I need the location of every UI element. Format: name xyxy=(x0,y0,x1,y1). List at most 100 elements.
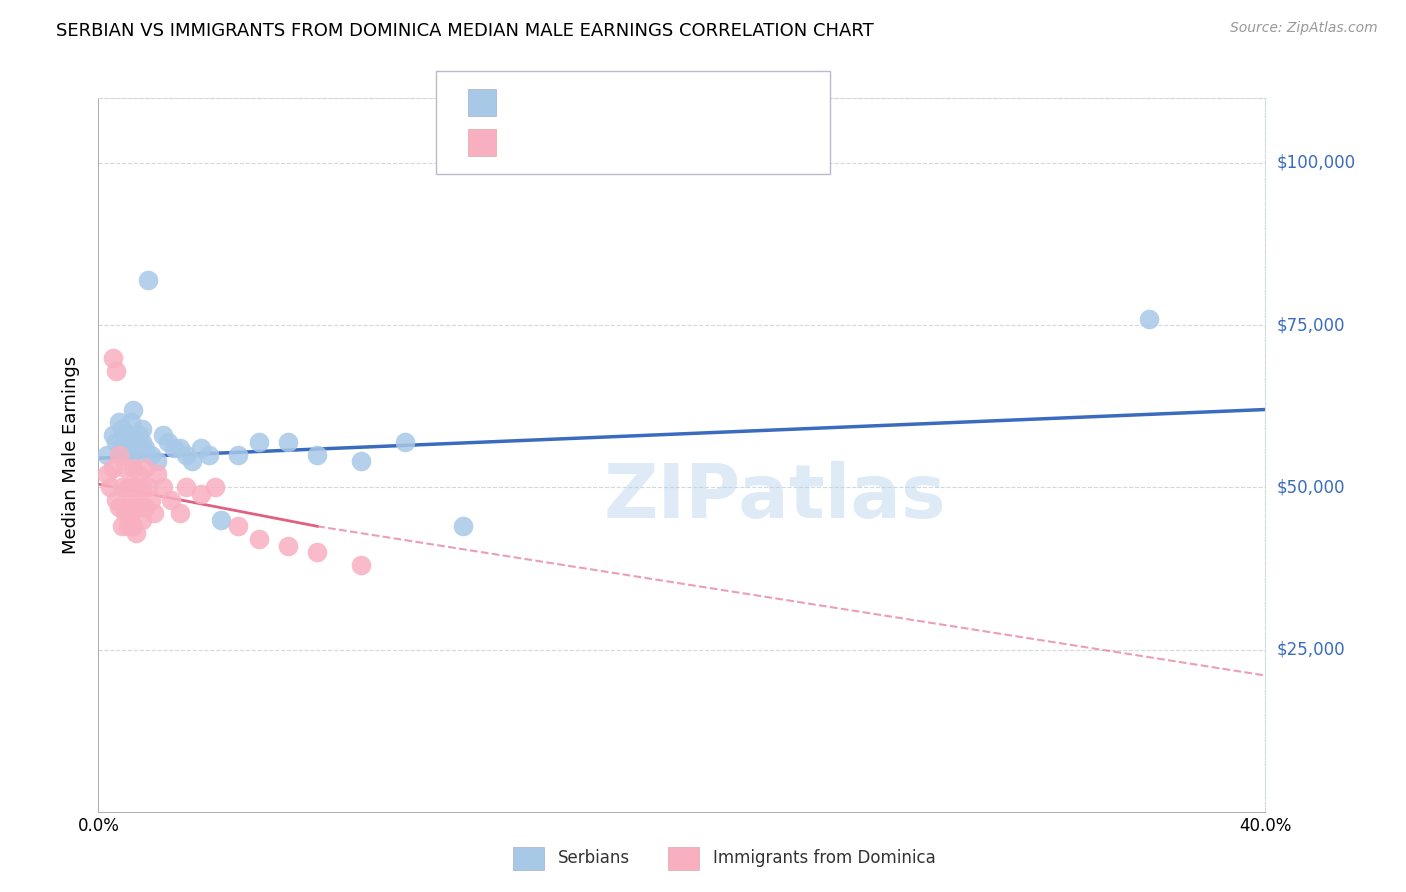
Text: Immigrants from Dominica: Immigrants from Dominica xyxy=(713,849,935,867)
Text: 44: 44 xyxy=(665,135,690,153)
Point xyxy=(139,493,162,508)
Point xyxy=(190,442,212,456)
Point xyxy=(104,363,127,377)
Point xyxy=(136,480,159,494)
Point xyxy=(117,519,139,533)
Point xyxy=(111,422,134,436)
Point xyxy=(120,480,142,494)
Text: SERBIAN VS IMMIGRANTS FROM DOMINICA MEDIAN MALE EARNINGS CORRELATION CHART: SERBIAN VS IMMIGRANTS FROM DOMINICA MEDI… xyxy=(56,22,875,40)
Point xyxy=(204,480,226,494)
Text: 0.080: 0.080 xyxy=(553,95,610,112)
Point xyxy=(136,273,159,287)
Point xyxy=(111,442,134,456)
Text: $100,000: $100,000 xyxy=(1277,154,1355,172)
Point xyxy=(120,448,142,462)
Point xyxy=(180,454,202,468)
Point xyxy=(104,493,127,508)
Point xyxy=(101,351,124,365)
Point xyxy=(131,480,153,494)
Point xyxy=(111,480,134,494)
Point xyxy=(114,506,136,520)
Point xyxy=(350,558,373,573)
Point xyxy=(174,480,197,494)
Text: Serbians: Serbians xyxy=(558,849,630,867)
Point xyxy=(125,434,148,449)
Point xyxy=(122,519,145,533)
Text: N =: N = xyxy=(623,95,662,112)
Point xyxy=(228,448,250,462)
Point xyxy=(122,493,145,508)
Point xyxy=(1137,311,1160,326)
Text: 39: 39 xyxy=(665,95,690,112)
Point xyxy=(451,519,474,533)
Point xyxy=(128,467,150,482)
Point xyxy=(134,461,156,475)
Point xyxy=(117,480,139,494)
Point xyxy=(122,402,145,417)
Text: ZIPatlas: ZIPatlas xyxy=(605,461,946,534)
Point xyxy=(125,448,148,462)
Point xyxy=(394,434,416,449)
Point xyxy=(117,448,139,462)
Text: Source: ZipAtlas.com: Source: ZipAtlas.com xyxy=(1230,21,1378,35)
Text: N =: N = xyxy=(623,135,662,153)
Text: -0.083: -0.083 xyxy=(553,135,617,153)
Point xyxy=(209,513,232,527)
Point xyxy=(307,448,329,462)
Point xyxy=(108,448,131,462)
Point xyxy=(277,539,299,553)
Point xyxy=(128,500,150,514)
Point xyxy=(104,434,127,449)
Point xyxy=(125,500,148,514)
Point xyxy=(117,500,139,514)
Text: R =: R = xyxy=(510,135,550,153)
Point xyxy=(114,448,136,462)
Point xyxy=(108,500,131,514)
Point xyxy=(125,525,148,540)
Point xyxy=(247,434,270,449)
Point xyxy=(101,428,124,442)
Point xyxy=(108,416,131,430)
Point xyxy=(169,442,191,456)
Point xyxy=(96,467,118,482)
Point xyxy=(114,434,136,449)
Point xyxy=(142,506,165,520)
Text: $50,000: $50,000 xyxy=(1277,478,1346,496)
Point xyxy=(120,416,142,430)
Point xyxy=(198,448,221,462)
Point xyxy=(98,480,121,494)
Point xyxy=(350,454,373,468)
Point xyxy=(228,519,250,533)
Point xyxy=(139,448,162,462)
Text: $75,000: $75,000 xyxy=(1277,316,1346,334)
Point xyxy=(169,506,191,520)
Point xyxy=(146,454,169,468)
Point xyxy=(134,500,156,514)
Point xyxy=(152,480,174,494)
Point xyxy=(152,428,174,442)
Point xyxy=(163,442,186,456)
Point xyxy=(307,545,329,559)
Point xyxy=(120,506,142,520)
Point xyxy=(277,434,299,449)
Point xyxy=(101,461,124,475)
Point xyxy=(190,487,212,501)
Text: $25,000: $25,000 xyxy=(1277,640,1346,658)
Point xyxy=(247,533,270,547)
Point xyxy=(96,448,118,462)
Point xyxy=(131,422,153,436)
Point xyxy=(117,428,139,442)
Point xyxy=(157,434,180,449)
Point xyxy=(114,461,136,475)
Point xyxy=(128,428,150,442)
Point xyxy=(131,513,153,527)
Point xyxy=(134,442,156,456)
Point xyxy=(122,461,145,475)
Point xyxy=(146,467,169,482)
Point xyxy=(174,448,197,462)
Point xyxy=(125,480,148,494)
Point xyxy=(131,434,153,449)
Text: R =: R = xyxy=(510,95,550,112)
Point xyxy=(160,493,183,508)
Y-axis label: Median Male Earnings: Median Male Earnings xyxy=(62,356,80,554)
